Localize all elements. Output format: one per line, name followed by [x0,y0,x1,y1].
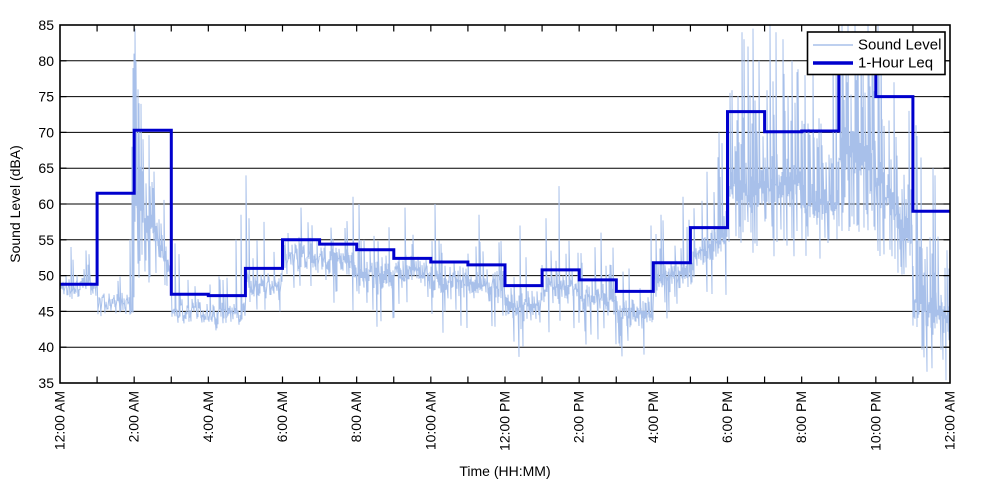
y-tick-label: 50 [38,268,54,284]
y-tick-label: 70 [38,124,54,140]
x-tick-label: 6:00 AM [274,391,290,442]
leq-series [60,52,950,298]
y-tick-label: 35 [38,375,54,391]
y-tick-label: 45 [38,303,54,319]
y-tick-label: 60 [38,196,54,212]
x-tick-label: 4:00 PM [645,391,661,443]
x-tick-label: 6:00 PM [719,391,735,443]
x-tick-label: 12:00 AM [942,391,958,450]
x-tick-label: 2:00 PM [571,391,587,443]
legend-box [806,31,946,76]
x-tick-label: 4:00 AM [200,391,216,442]
sound-level-series [60,25,950,381]
y-axis-label: Sound Level (dBA) [7,145,23,263]
x-tick-label: 10:00 AM [422,391,438,450]
y-tick-label: 75 [38,89,54,105]
y-tick-label: 85 [38,17,54,33]
legend-label-sound-level: Sound Level [858,37,941,54]
y-tick-label: 40 [38,339,54,355]
y-tick-label: 80 [38,53,54,69]
x-axis-label: Time (HH:MM) [459,463,551,479]
x-tick-label: 12:00 AM [52,391,68,450]
x-tick-label: 8:00 AM [348,391,364,442]
y-tick-label: 55 [38,232,54,248]
x-tick-label: 2:00 AM [126,391,142,442]
legend-label-leq: 1-Hour Leq [858,55,933,72]
y-tick-label: 65 [38,160,54,176]
x-tick-label: 8:00 PM [793,391,809,443]
x-tick-label: 10:00 PM [867,391,883,451]
x-tick-label: 12:00 PM [497,391,513,451]
